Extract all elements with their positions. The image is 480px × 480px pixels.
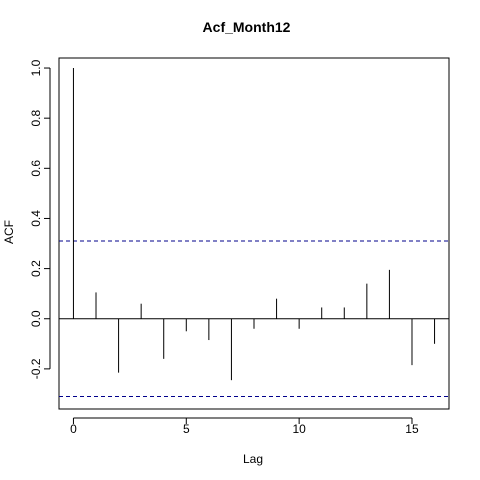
x-tick-label: 5	[183, 422, 190, 436]
y-tick-label: 0.2	[29, 260, 43, 277]
y-axis: -0.2 0.0 0.2 0.4 0.6 0.8 1.0	[29, 59, 51, 379]
x-axis-label: Lag	[243, 452, 263, 466]
plot-frame	[58, 57, 450, 410]
y-tick-label: 0.4	[29, 210, 43, 227]
x-tick-label: 15	[405, 422, 419, 436]
y-tick-label: 1.0	[29, 59, 43, 76]
y-tick-label: 0.0	[29, 310, 43, 327]
x-axis: 0 5 10 15	[70, 417, 419, 436]
confidence-bounds	[59, 240, 449, 397]
acf-spikes	[72, 68, 436, 381]
x-tick-label: 0	[70, 422, 77, 436]
y-tick-label: 0.6	[29, 160, 43, 177]
y-axis-label: ACF	[2, 220, 16, 244]
x-tick-label: 10	[292, 422, 306, 436]
chart-title: Acf_Month12	[203, 19, 291, 35]
y-tick-label: -0.2	[29, 358, 43, 379]
y-tick-label: 0.8	[29, 110, 43, 127]
